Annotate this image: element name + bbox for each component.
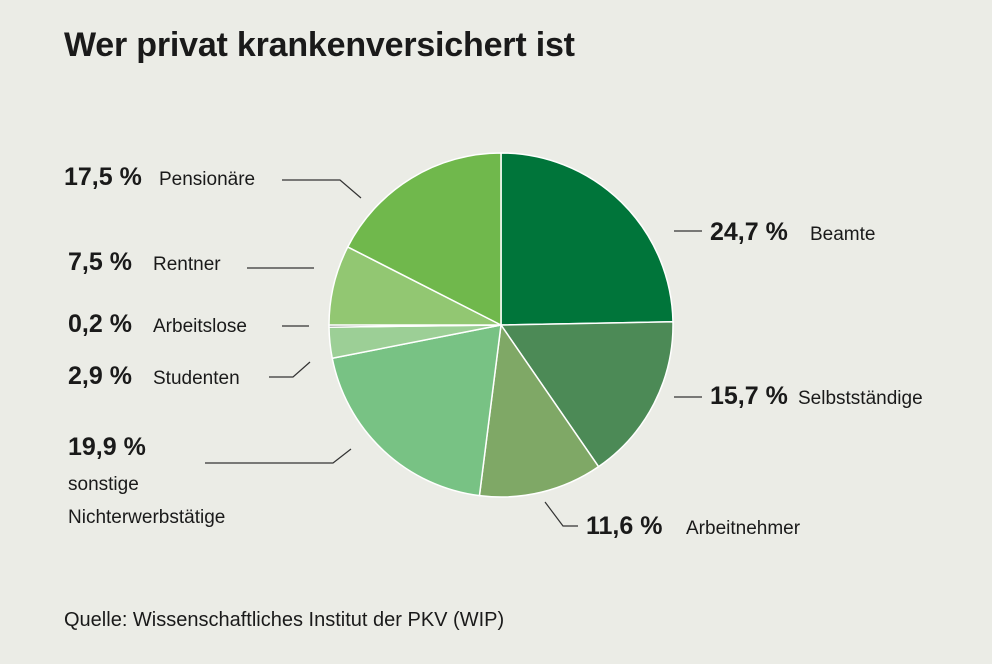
slice-value-label-selbststaendige: 15,7 % (710, 382, 788, 410)
slice-category-label-arbeitslose: Arbeitslose (153, 316, 247, 337)
slice-category-label-sonstige-nichterwerbstaetige-line-1: sonstige (68, 474, 139, 495)
slice-value-label-studenten: 2,9 % (68, 362, 132, 390)
slice-category-label-rentner: Rentner (153, 254, 221, 275)
slice-value-label-arbeitslose: 0,2 % (68, 310, 132, 338)
slice-category-label-arbeitnehmer: Arbeitnehmer (686, 518, 801, 539)
leader-line-arbeitnehmer (544, 501, 578, 527)
pie-slice-selbststaendige (500, 321, 674, 468)
leader-line-studenten (269, 361, 311, 378)
slice-labels: 24,7 % Beamte 15,7 % Selbstständige 11,6 % Ar… (64, 163, 923, 540)
slice-value-label-beamte: 24,7 % (710, 218, 788, 246)
source-note: Quelle: Wissenschaftliches Institut der … (64, 609, 505, 631)
pie-slices (328, 152, 674, 498)
slice-value-label-arbeitnehmer: 11,6 % (586, 512, 662, 540)
chart-title: Wer privat krankenversichert ist (64, 26, 575, 64)
slice-category-label-pensionaere: Pensionäre (159, 169, 255, 190)
slice-category-label-studenten: Studenten (153, 368, 240, 389)
slice-value-label-pensionaere: 17,5 % (64, 163, 142, 191)
pie-slice-beamte (500, 152, 674, 326)
leader-line-pensionaere (282, 179, 362, 199)
slice-category-label-selbststaendige: Selbstständige (798, 388, 923, 409)
pie-slice-sonstige-nichterwerbstaetige (331, 324, 502, 497)
pie-slice-pensionaere (347, 152, 502, 326)
pie-slice-arbeitnehmer (478, 324, 600, 498)
slice-category-label-sonstige-nichterwerbstaetige-line-2: Nichterwerbstätige (68, 507, 225, 528)
leader-lines (205, 179, 702, 527)
leader-line-sonstige-nichterwerbstaetige (205, 448, 352, 464)
slice-value-label-sonstige-nichterwerbstaetige: 19,9 % (68, 433, 146, 461)
slice-value-label-rentner: 7,5 % (68, 248, 132, 276)
slice-category-label-beamte: Beamte (810, 224, 875, 245)
